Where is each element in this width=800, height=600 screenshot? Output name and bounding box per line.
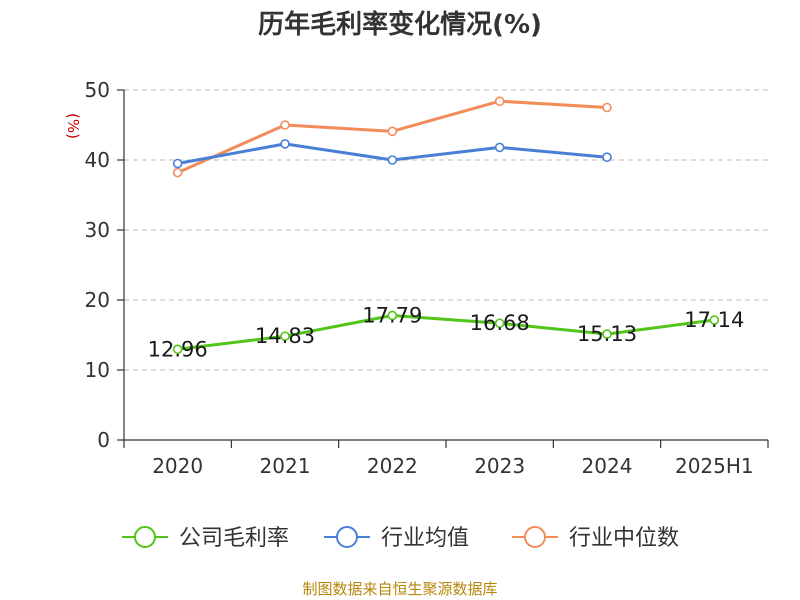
legend-marker <box>524 526 546 548</box>
legend-item: 公司毛利率 <box>122 526 289 551</box>
data-point <box>602 329 612 339</box>
grid-lines <box>124 89 768 371</box>
axes <box>123 90 768 441</box>
data-label: 15.13 <box>577 322 637 346</box>
legend-label: 行业均值 <box>381 526 469 551</box>
data-point <box>280 120 290 130</box>
data-point <box>494 318 505 329</box>
legend-label: 行业中位数 <box>569 526 679 551</box>
data-point <box>602 152 612 162</box>
y-axis-ticks: 0 10 20 30 40 50 <box>85 78 124 452</box>
data-point <box>172 158 183 169</box>
data-point <box>280 331 290 341</box>
x-tick-label: 2024 <box>582 454 633 478</box>
data-label: 14.83 <box>255 324 315 348</box>
legend: 公司毛利率 行业均值 行业中位数 <box>122 526 679 551</box>
data-label: 17.14 <box>684 308 744 332</box>
data-point <box>602 102 612 113</box>
x-axis-ticks: 2020 2021 2022 2023 2024 2025H1 <box>123 440 769 478</box>
x-tick-label: 2025H1 <box>675 454 754 478</box>
data-label: 12.96 <box>148 337 208 361</box>
y-axis-unit-label: (%) <box>64 113 82 139</box>
y-tick-label: 0 <box>97 428 110 452</box>
data-point <box>494 96 505 106</box>
data-point <box>172 344 183 355</box>
x-tick-label: 2023 <box>474 454 525 478</box>
legend-marker <box>336 526 358 548</box>
chart-title: 历年毛利率变化情况(%) <box>258 9 542 40</box>
data-point <box>387 126 398 137</box>
series-2 <box>172 139 612 169</box>
y-tick-label: 20 <box>85 288 110 312</box>
y-tick-label: 10 <box>85 358 110 382</box>
data-point <box>172 167 183 178</box>
series-1 <box>172 310 720 355</box>
legend-label: 公司毛利率 <box>179 526 289 551</box>
legend-marker <box>134 526 156 548</box>
y-tick-label: 40 <box>85 148 110 172</box>
data-point <box>280 139 290 149</box>
legend-item: 行业均值 <box>324 526 469 551</box>
series-line <box>177 313 715 351</box>
data-label: 17.79 <box>362 303 422 327</box>
x-tick-label: 2020 <box>152 454 203 478</box>
data-point <box>387 310 398 321</box>
x-tick-label: 2021 <box>260 454 311 478</box>
x-tick-label: 2022 <box>367 454 418 478</box>
data-point <box>709 315 720 325</box>
data-point <box>387 155 398 165</box>
series-group <box>172 96 720 355</box>
data-point <box>494 142 505 153</box>
legend-item: 行业中位数 <box>512 526 679 551</box>
data-labels: 12.96 14.83 17.79 16.68 15.13 17.14 <box>148 303 745 361</box>
data-label: 16.68 <box>470 311 530 335</box>
y-tick-label: 50 <box>85 78 110 102</box>
series-3 <box>172 96 612 178</box>
y-tick-label: 30 <box>85 218 110 242</box>
source-note: 制图数据来自恒生聚源数据库 <box>302 580 497 598</box>
